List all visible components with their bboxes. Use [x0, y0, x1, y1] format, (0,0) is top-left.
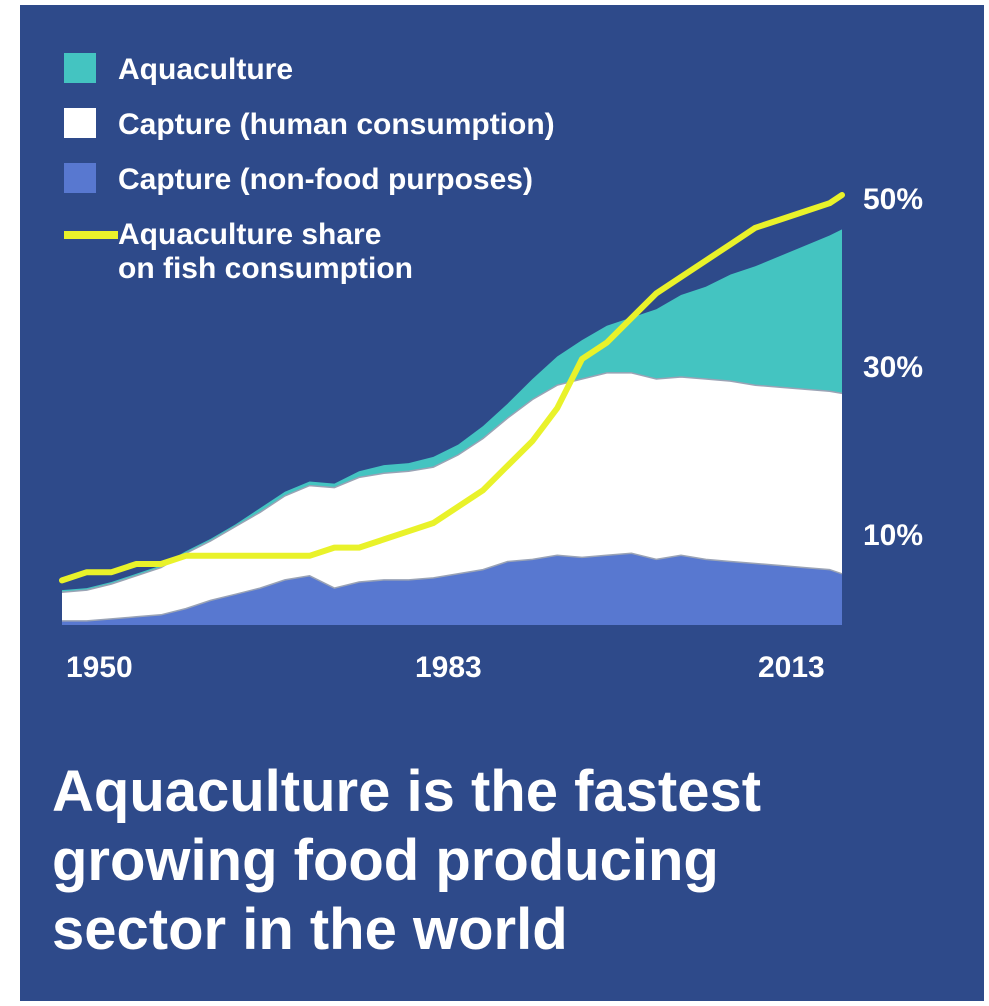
headline-line-1: Aquaculture is the fastest — [52, 759, 762, 824]
aquaculture-share-line — [59, 192, 845, 584]
infographic-panel: Aquaculture Capture (human consumption) … — [20, 5, 984, 1001]
stacked-area-chart — [59, 192, 845, 625]
area-capture-human — [62, 372, 842, 621]
legend-label-share-line1: Aquaculture share — [118, 218, 382, 251]
legend: Aquaculture Capture (human consumption) … — [64, 53, 555, 286]
area-aquaculture — [62, 229, 842, 593]
legend-item-share-line: Aquaculture share on fish consumption — [64, 218, 555, 286]
capture-human-lower-edge — [62, 552, 843, 622]
capture-human-upper-edge — [61, 372, 843, 593]
y-tick-label-50: 50% — [863, 183, 924, 216]
area-capture-nonfood — [62, 553, 842, 625]
legend-label-share: Aquaculture share on fish consumption — [118, 218, 413, 286]
legend-item-capture-nonfood: Capture (non-food purposes) — [64, 163, 555, 197]
legend-label-aquaculture: Aquaculture — [118, 53, 294, 86]
legend-label-capture-nonfood: Capture (non-food purposes) — [118, 163, 533, 196]
x-tick-label-1983: 1983 — [415, 651, 482, 684]
legend-item-capture-human: Capture (human consumption) — [64, 108, 555, 142]
legend-item-aquaculture: Aquaculture — [64, 53, 555, 87]
headline: Aquaculture is the fastest growing food … — [52, 757, 761, 964]
capture-nonfood-swatch — [64, 163, 96, 193]
headline-line-2: growing food producing — [52, 828, 719, 893]
capture-human-swatch — [64, 108, 96, 138]
legend-label-share-line2: on fish consumption — [118, 252, 413, 285]
y-tick-label-10: 10% — [863, 519, 924, 552]
legend-label-capture-human: Capture (human consumption) — [118, 108, 555, 141]
y-tick-label-30: 30% — [863, 351, 924, 384]
x-tick-label-1950: 1950 — [66, 651, 133, 684]
share-line-swatch — [64, 231, 118, 239]
x-tick-label-2013: 2013 — [758, 651, 825, 684]
headline-line-3: sector in the world — [52, 897, 568, 962]
aquaculture-swatch — [64, 53, 96, 83]
